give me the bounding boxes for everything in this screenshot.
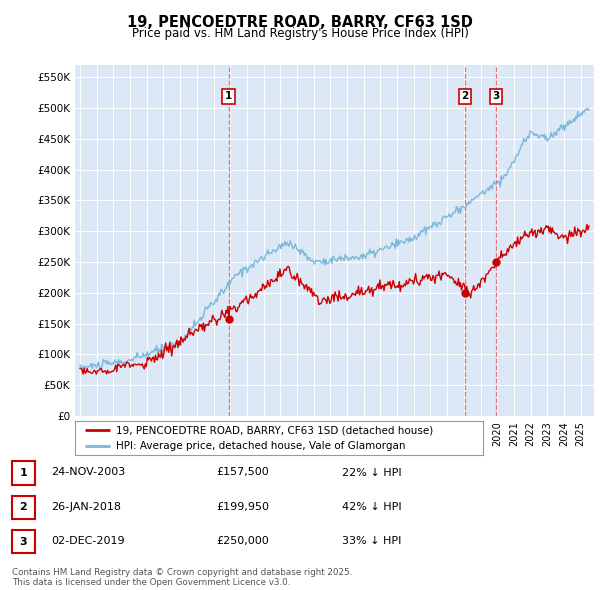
Text: 42% ↓ HPI: 42% ↓ HPI [342,502,401,512]
Text: 19, PENCOEDTRE ROAD, BARRY, CF63 1SD: 19, PENCOEDTRE ROAD, BARRY, CF63 1SD [127,15,473,30]
Text: 24-NOV-2003: 24-NOV-2003 [51,467,125,477]
Text: 2: 2 [461,91,469,101]
Text: 2: 2 [20,503,27,512]
Text: £250,000: £250,000 [216,536,269,546]
Text: 26-JAN-2018: 26-JAN-2018 [51,502,121,512]
Text: 02-DEC-2019: 02-DEC-2019 [51,536,125,546]
Text: 1: 1 [225,91,232,101]
Text: 3: 3 [492,91,499,101]
Text: 1: 1 [20,468,27,478]
Text: 33% ↓ HPI: 33% ↓ HPI [342,536,401,546]
Text: 3: 3 [20,537,27,546]
Text: £157,500: £157,500 [216,467,269,477]
Text: HPI: Average price, detached house, Vale of Glamorgan: HPI: Average price, detached house, Vale… [116,441,406,451]
Text: 19, PENCOEDTRE ROAD, BARRY, CF63 1SD (detached house): 19, PENCOEDTRE ROAD, BARRY, CF63 1SD (de… [116,425,433,435]
Text: Price paid vs. HM Land Registry's House Price Index (HPI): Price paid vs. HM Land Registry's House … [131,27,469,40]
Text: £199,950: £199,950 [216,502,269,512]
Text: Contains HM Land Registry data © Crown copyright and database right 2025.
This d: Contains HM Land Registry data © Crown c… [12,568,352,587]
Text: 22% ↓ HPI: 22% ↓ HPI [342,467,401,477]
